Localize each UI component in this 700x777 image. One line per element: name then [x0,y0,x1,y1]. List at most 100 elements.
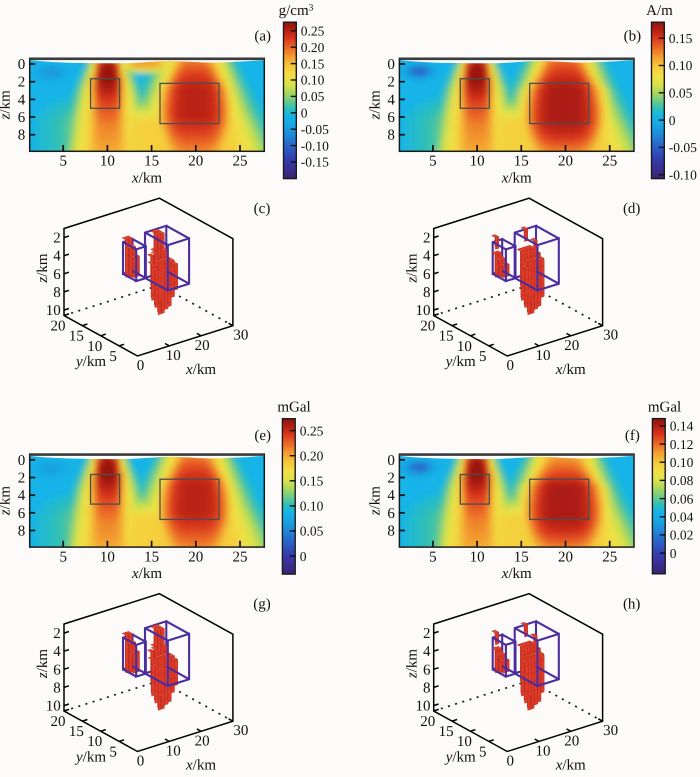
svg-text:20: 20 [51,319,66,335]
svg-text:15: 15 [514,154,529,170]
svg-text:10: 10 [536,348,551,364]
svg-text:-0.10: -0.10 [669,167,697,182]
svg-text:15: 15 [144,154,159,170]
svg-text:10: 10 [166,348,181,364]
svg-text:-0.05: -0.05 [669,140,697,155]
svg-text:0.15: 0.15 [669,31,693,46]
svg-text:mGal: mGal [648,400,681,416]
svg-text:8: 8 [423,680,431,696]
svg-text:0.14: 0.14 [670,419,694,434]
svg-text:x/km: x/km [185,362,216,378]
svg-text:5: 5 [109,349,117,365]
svg-text:20: 20 [564,338,579,354]
svg-text:10: 10 [100,154,115,170]
svg-text:10: 10 [46,699,61,715]
svg-text:0.05: 0.05 [301,89,325,104]
svg-text:x/km: x/km [185,758,216,773]
svg-text:15: 15 [144,549,159,565]
svg-text:20: 20 [558,549,573,565]
svg-text:z/km: z/km [0,486,14,517]
svg-text:2: 2 [387,471,395,487]
svg-text:2: 2 [18,471,26,487]
svg-text:20: 20 [195,338,210,354]
svg-text:10: 10 [457,339,472,355]
svg-text:6: 6 [53,267,61,283]
svg-text:-0.05: -0.05 [301,122,329,137]
svg-text:6: 6 [423,267,431,283]
svg-text:0: 0 [669,113,676,128]
svg-text:15: 15 [69,724,84,740]
svg-text:0.10: 0.10 [670,455,694,470]
svg-text:z/km: z/km [405,253,421,284]
svg-text:10: 10 [46,303,61,319]
svg-text:20: 20 [195,733,210,749]
svg-text:(b): (b) [624,28,642,44]
svg-text:x/km: x/km [501,170,532,186]
svg-text:30: 30 [233,328,248,344]
svg-text:0.15: 0.15 [300,474,324,489]
svg-text:20: 20 [188,549,203,565]
svg-text:0.10: 0.10 [669,58,693,73]
svg-text:x/km: x/km [131,170,162,186]
svg-text:x/km: x/km [555,362,586,378]
svg-text:x/km: x/km [501,566,532,582]
svg-text:0: 0 [387,57,395,73]
svg-text:z/km: z/km [0,90,14,121]
svg-text:(e): (e) [254,428,271,444]
svg-text:5: 5 [429,549,437,565]
svg-text:25: 25 [602,549,617,565]
svg-text:0.15: 0.15 [301,56,325,71]
svg-text:8: 8 [387,524,395,540]
svg-text:0: 0 [137,754,145,770]
svg-text:6: 6 [387,110,395,126]
svg-text:0: 0 [506,754,514,770]
svg-text:y/km: y/km [444,750,476,766]
svg-text:5: 5 [59,549,67,565]
svg-text:0.25: 0.25 [301,24,325,39]
svg-text:0: 0 [387,453,395,469]
svg-text:10: 10 [470,549,485,565]
svg-text:0.20: 0.20 [301,40,325,55]
svg-text:6: 6 [387,506,395,522]
svg-text:8: 8 [18,128,26,144]
svg-text:4: 4 [18,92,26,108]
svg-text:0.10: 0.10 [300,499,324,514]
svg-text:(a): (a) [254,28,271,44]
svg-text:15: 15 [439,329,454,345]
svg-text:8: 8 [387,128,395,144]
svg-text:10: 10 [470,154,485,170]
svg-text:0.08: 0.08 [670,473,694,488]
svg-text:(g): (g) [253,597,271,613]
svg-text:5: 5 [479,744,487,760]
svg-text:0: 0 [300,549,307,564]
svg-text:0.05: 0.05 [669,86,693,101]
svg-text:30: 30 [603,723,618,739]
svg-text:0: 0 [18,453,26,469]
svg-text:4: 4 [53,644,61,660]
svg-text:0: 0 [137,358,145,374]
svg-text:15: 15 [69,329,84,345]
svg-text:20: 20 [51,714,66,730]
svg-text:4: 4 [387,92,395,108]
svg-text:15: 15 [514,549,529,565]
svg-text:6: 6 [18,506,26,522]
svg-text:4: 4 [423,249,431,265]
svg-text:4: 4 [423,644,431,660]
svg-text:0: 0 [301,106,308,121]
svg-text:g/cm3: g/cm3 [279,3,314,19]
svg-text:2: 2 [18,75,26,91]
svg-text:6: 6 [423,662,431,678]
svg-text:0.02: 0.02 [670,528,694,543]
svg-text:25: 25 [233,549,248,565]
svg-text:0.20: 0.20 [300,448,324,463]
svg-text:x/km: x/km [131,566,162,582]
svg-text:20: 20 [420,714,435,730]
svg-text:0.12: 0.12 [670,437,694,452]
svg-text:6: 6 [53,662,61,678]
svg-text:0: 0 [670,546,677,561]
svg-text:5: 5 [59,154,67,170]
svg-text:(h): (h) [623,597,641,613]
svg-text:(f): (f) [625,428,640,444]
svg-text:20: 20 [188,154,203,170]
svg-text:2: 2 [423,626,431,642]
